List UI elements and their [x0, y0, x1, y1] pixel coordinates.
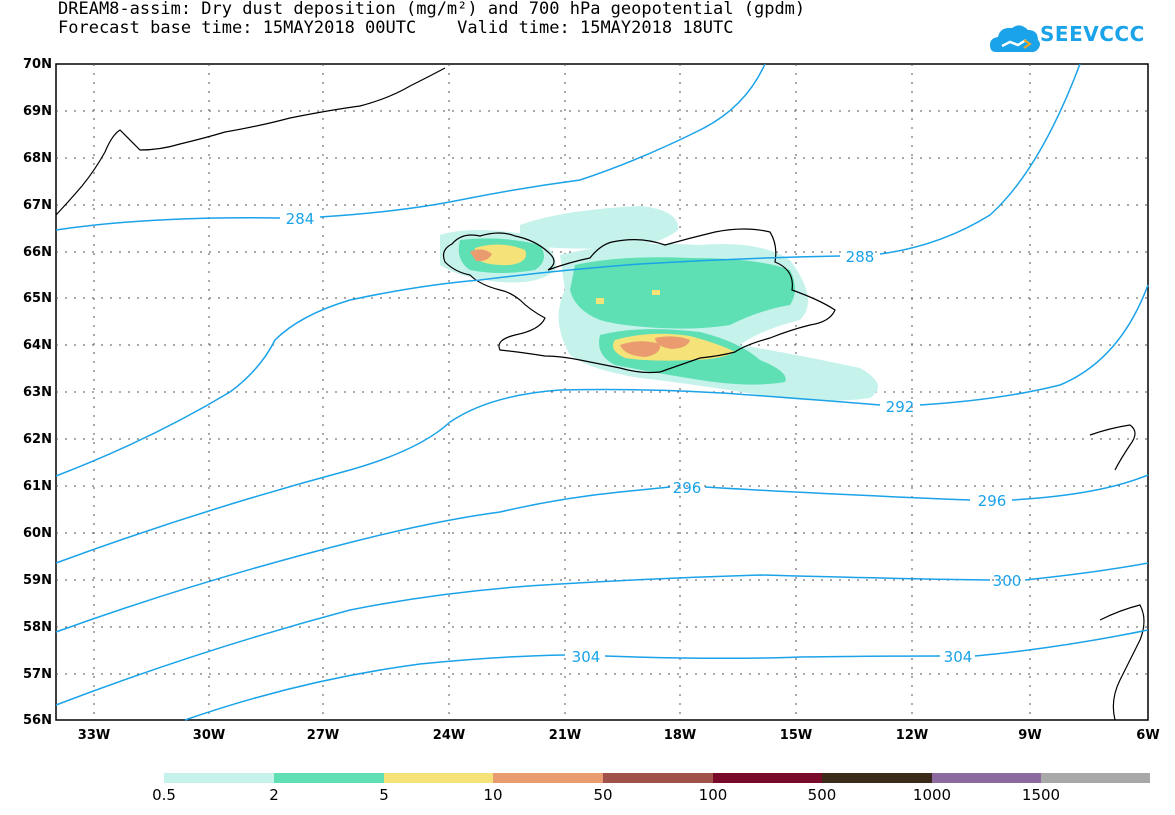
legend-label: 1000 [912, 786, 952, 804]
contour-304 [184, 629, 1149, 721]
contour-296 [55, 474, 1149, 633]
legend-swatch [603, 773, 713, 783]
coastlines [55, 67, 1145, 721]
legend-swatch [713, 773, 822, 783]
title-line-2: Forecast base time: 15MAY2018 00UTC Vali… [58, 18, 734, 38]
lat-label: 70N [23, 57, 52, 72]
title-line-1: DREAM8-assim: Dry dust deposition (mg/m²… [58, 0, 806, 19]
geopotential-contours [55, 63, 1149, 721]
contour-284 [55, 63, 766, 231]
legend-swatch [164, 773, 274, 783]
lat-label: 66N [23, 245, 52, 260]
lat-label: 64N [23, 338, 52, 353]
lat-label: 56N [23, 713, 52, 728]
contour-label: 296 [978, 492, 1007, 510]
legend-swatch [274, 773, 384, 783]
lon-label: 21W [548, 728, 582, 743]
lat-label: 62N [23, 432, 52, 447]
lat-label: 67N [23, 198, 52, 213]
legend-label: 50 [593, 786, 613, 804]
legend-label: 1500 [1021, 786, 1061, 804]
iceland-coastline [442, 228, 836, 374]
lat-label: 63N [23, 385, 52, 400]
lon-label: 33W [77, 728, 111, 743]
lat-label: 68N [23, 151, 52, 166]
lon-label: 30W [192, 728, 226, 743]
legend-label: 0.5 [152, 786, 176, 804]
logo-text: SEEVCCC [1040, 22, 1145, 46]
contour-label: 296 [673, 479, 702, 497]
legend-swatch [384, 773, 493, 783]
scotland-coastline [1099, 604, 1145, 721]
greenland-coastline [55, 67, 446, 216]
scandinavia-coastline [1089, 424, 1136, 471]
lat-label: 59N [23, 573, 52, 588]
legend-label: 5 [379, 786, 389, 804]
legend-colorbar [164, 773, 1150, 783]
legend-swatch [1041, 773, 1150, 783]
contour-label: 288 [846, 248, 875, 266]
legend-swatch [822, 773, 932, 783]
lon-label: 12W [895, 728, 929, 743]
legend-label: 100 [698, 786, 728, 804]
legend-label: 10 [483, 786, 503, 804]
legend-swatch [932, 773, 1041, 783]
lat-label: 58N [23, 620, 52, 635]
contour-label-group: 284 288 292 296 296 300 304 304 [286, 210, 1022, 666]
contour-label: 284 [286, 210, 315, 228]
legend-label: 2 [269, 786, 279, 804]
contour-288 [55, 63, 1081, 477]
lon-label: 27W [306, 728, 340, 743]
contour-label: 304 [944, 648, 973, 666]
contour-300 [55, 562, 1149, 706]
lat-label: 60N [23, 526, 52, 541]
cloud-logo-icon [990, 25, 1040, 52]
lat-label: 69N [23, 104, 52, 119]
contour-label: 300 [993, 572, 1022, 590]
legend-swatch [493, 773, 603, 783]
contour-label: 292 [886, 398, 915, 416]
dust-deposition-field [440, 206, 878, 401]
lon-label: 24W [432, 728, 466, 743]
lat-label: 57N [23, 667, 52, 682]
lat-label: 61N [23, 479, 52, 494]
legend-label: 500 [807, 786, 837, 804]
lat-label: 65N [23, 291, 52, 306]
lon-label: 9W [1018, 728, 1042, 743]
lon-label: 15W [779, 728, 813, 743]
gridlines [56, 64, 1148, 720]
contour-292 [55, 284, 1149, 564]
lon-label: 18W [663, 728, 697, 743]
contour-label: 304 [572, 648, 601, 666]
lon-label: 6W [1136, 728, 1160, 743]
